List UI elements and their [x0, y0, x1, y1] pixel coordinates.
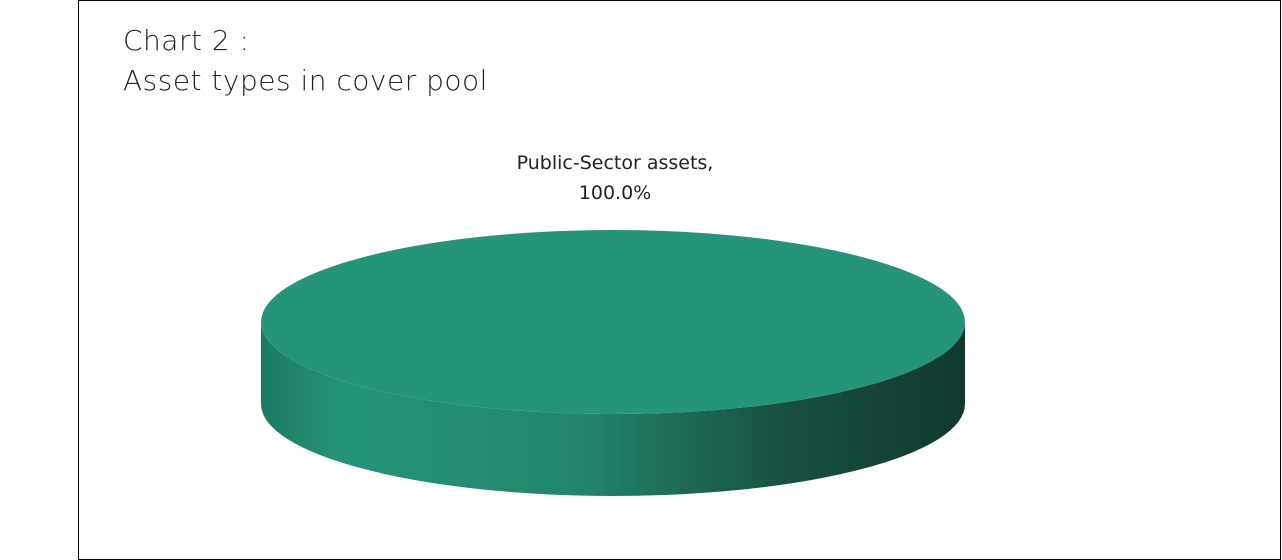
slice-label-name: Public-Sector assets,: [517, 152, 714, 174]
slice-label-value: 100.0%: [579, 182, 651, 204]
pie-slice-top-0: [261, 230, 965, 414]
